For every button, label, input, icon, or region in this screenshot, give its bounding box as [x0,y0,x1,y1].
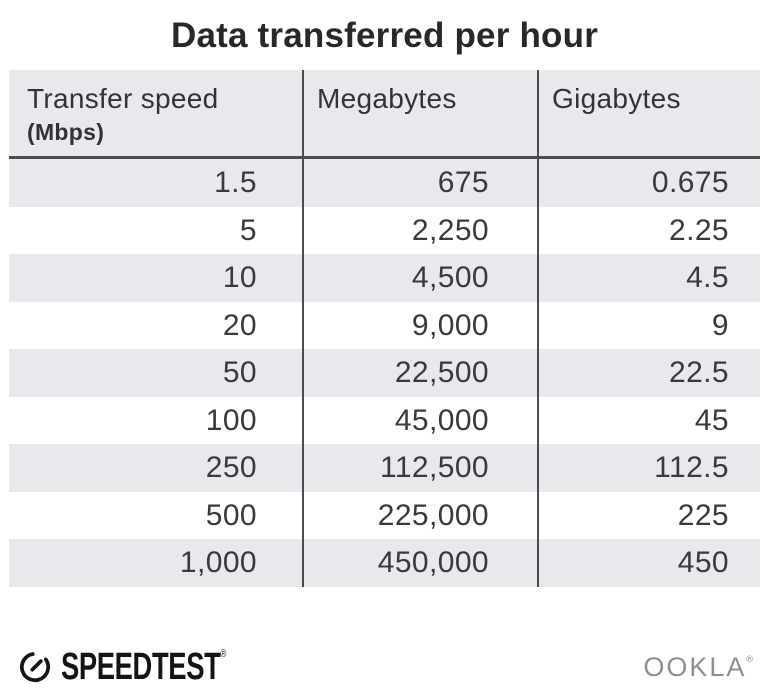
table-cell: 4.5 [537,254,760,302]
table-cell: 225 [537,491,760,539]
column-header-label: Megabytes [317,83,457,114]
column-header-transfer-speed: Transfer speed (Mbps) [9,70,302,156]
table-row: 500 225,000 225 [9,491,760,539]
table-cell: 4,500 [302,254,537,302]
table-cell: 1,000 [179,546,257,579]
table-cell: 500 [205,498,257,532]
table-cell: 10 [222,261,257,294]
column-header-label: Transfer speed [27,83,219,114]
footer: SPEEDTEST® OOKLA® [18,644,753,690]
ookla-wordmark-text: OOKLA [643,651,747,682]
table-row: 1,000 450,000 450 [9,539,760,587]
table-cell: 250 [205,451,257,484]
table-cell: 20 [222,308,257,342]
table-row: 250 112,500 112.5 [9,444,760,492]
data-table: Transfer speed (Mbps) Megabytes Gigabyte… [9,70,760,587]
table-cell: 2.25 [537,206,760,254]
speedtest-trademark: ® [220,647,227,660]
table-cell: 22,500 [302,349,537,397]
table-cell: 5 [239,213,257,247]
table-cell: 112,500 [302,444,537,492]
table-row: 5 2,250 2.25 [9,206,760,254]
table-cell: 50 [222,356,257,389]
page-title: Data transferred per hour [170,16,599,55]
column-header-gigabytes: Gigabytes [537,70,760,156]
column-header-unit: (Mbps) [27,119,105,146]
table-header-row: Transfer speed (Mbps) Megabytes Gigabyte… [9,70,760,159]
table-cell: 2,250 [302,206,537,254]
speedtest-wordmark: SPEEDTEST® [61,646,226,689]
table-cell: 100 [205,403,257,437]
table-row: 1.5 675 0.675 [9,159,760,207]
table-cell: 450,000 [302,539,537,587]
column-header-label: Gigabytes [552,83,681,114]
table-row: 50 22,500 22.5 [9,349,760,397]
table-cell: 450 [537,539,760,587]
table-row: 20 9,000 9 [9,301,760,349]
table-cell: 112.5 [537,444,760,492]
table-cell: 45 [537,396,760,444]
table-cell: 225,000 [302,491,537,539]
ookla-logo: OOKLA® [643,652,753,683]
table-cell: 9,000 [302,301,537,349]
table-cell: 22.5 [537,349,760,397]
table-cell: 0.675 [537,159,760,207]
speedtest-gauge-icon [18,650,52,684]
table-cell: 45,000 [302,396,537,444]
speedtest-logo: SPEEDTEST® [18,646,291,689]
table-cell: 675 [302,159,537,207]
table-row: 10 4,500 4.5 [9,254,760,302]
table-row: 100 45,000 45 [9,396,760,444]
speedtest-wordmark-text: SPEEDTEST [61,645,221,688]
table-cell: 9 [537,301,760,349]
ookla-trademark: ® [746,653,753,664]
table-cell: 1.5 [214,166,257,199]
column-header-megabytes: Megabytes [302,70,537,156]
